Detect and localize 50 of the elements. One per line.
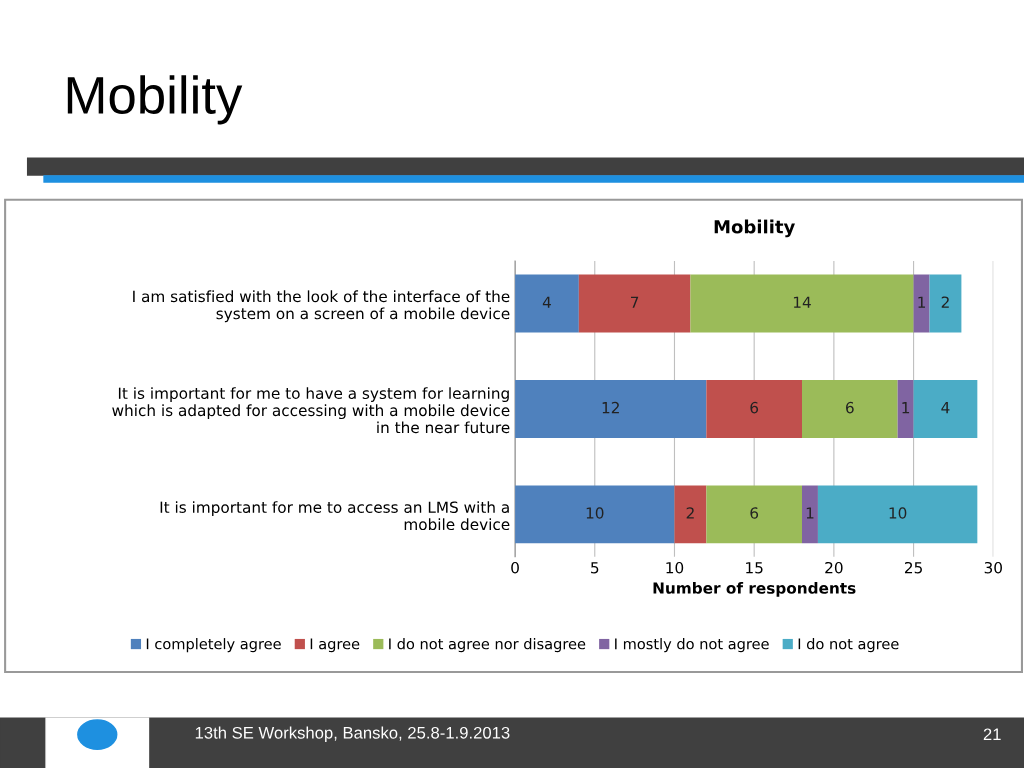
data-label: 4 [941, 402, 950, 414]
y-tick-label: I am satisfied with the look of the interface of the system on a screen of a mobile device [133, 290, 510, 323]
data-label: 7 [631, 296, 639, 308]
bar [802, 485, 818, 544]
legend-label: I completely agree [146, 638, 281, 653]
bar [515, 379, 707, 438]
bar [674, 485, 707, 544]
data-label: 14 [793, 296, 811, 308]
y-tick-label: It is important for me to access an LMS with a mobile device [160, 501, 510, 531]
bar [802, 379, 898, 438]
data-label: 1 [806, 507, 814, 519]
data-label: 2 [686, 507, 694, 519]
text: 13th SE Workshop, Bansko, 25.8-1.9.2013 [195, 726, 510, 742]
x-axis-title: Number of respondents [653, 582, 856, 597]
text: 21 [983, 728, 1001, 741]
x-tick-label: 5 [591, 562, 599, 574]
bar [706, 485, 802, 544]
data-label: 12 [602, 401, 619, 414]
legend-label: I agree [310, 638, 360, 653]
y-tick-label: It is important for me to have a system for learning which is adapted for accessing with a mobile device in the near future [112, 387, 510, 434]
bar [706, 379, 802, 438]
x-tick-label: 20 [825, 561, 843, 574]
bar [578, 274, 691, 333]
legend-label: I mostly do not agree [615, 638, 769, 653]
data-label: 1 [918, 296, 925, 308]
data-label: 1 [902, 402, 910, 414]
bar [913, 274, 930, 333]
bar [515, 485, 675, 544]
bar [897, 379, 914, 438]
bar [515, 274, 579, 333]
legend-label: I do not agree [798, 638, 899, 653]
bar [929, 274, 962, 333]
chart-title: Mobility [714, 219, 795, 238]
data-label: 6 [750, 401, 759, 414]
bar [913, 379, 978, 438]
x-tick-label: 30 [984, 561, 1002, 574]
x-tick-label: 0 [511, 561, 519, 574]
x-tick-label: 10 [666, 561, 684, 574]
x-tick-label: 15 [746, 562, 763, 574]
data-label: 4 [542, 296, 551, 308]
x-tick-label: 25 [904, 561, 922, 574]
text: Mobility [67, 75, 243, 125]
legend-label: I do not agree nor disagree [389, 638, 586, 653]
bar [817, 485, 978, 544]
data-label: 6 [846, 401, 854, 414]
data-label: 10 [889, 507, 907, 519]
data-label: 10 [586, 507, 604, 519]
data-label: 2 [941, 296, 949, 308]
bar [690, 274, 914, 333]
data-label: 6 [750, 507, 759, 519]
